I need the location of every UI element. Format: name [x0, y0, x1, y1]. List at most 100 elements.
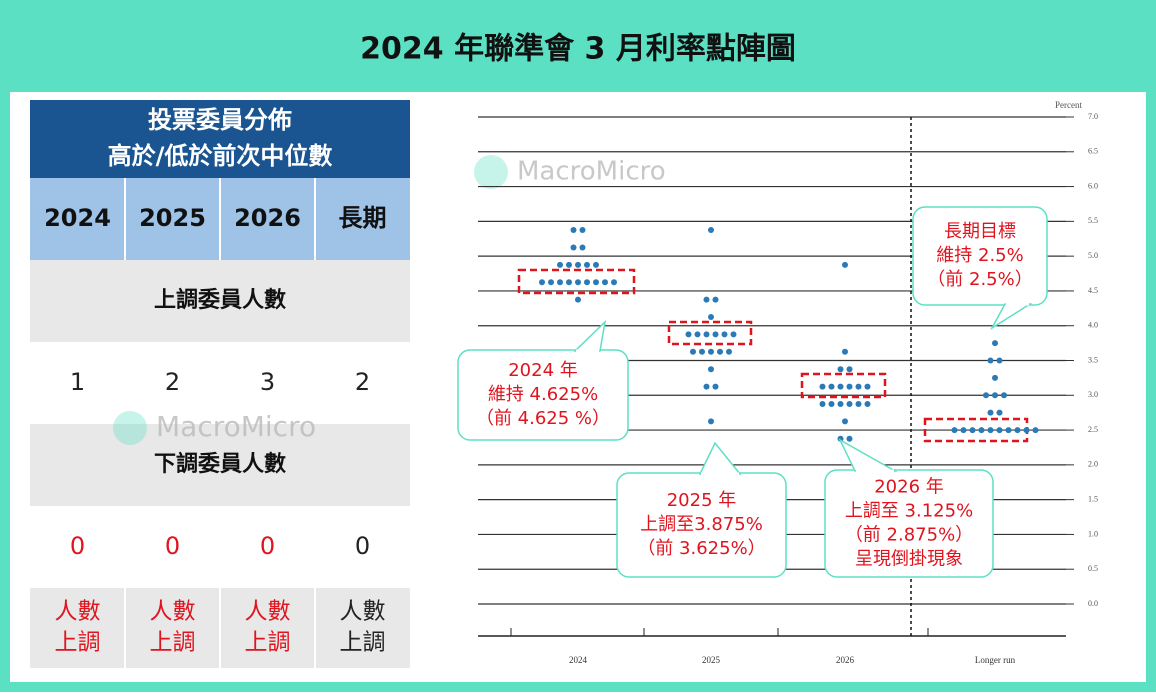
dot: [712, 331, 719, 338]
y-tick-label: 4.5: [1088, 286, 1098, 295]
dot: [855, 400, 862, 407]
callout-text: （前 2.875%）: [845, 525, 973, 546]
watermark: MacroMicro: [517, 157, 666, 187]
dot: [593, 279, 599, 286]
y-tick-label: 0.0: [1088, 599, 1098, 608]
column-header: 長期: [339, 204, 387, 232]
dot: [712, 296, 719, 303]
dot: [721, 331, 728, 338]
watermark-icon: [474, 155, 508, 189]
dot: [708, 227, 714, 234]
footer-cell: 人數: [55, 599, 101, 625]
dot: [828, 400, 835, 407]
x-tick-label: 2025: [702, 655, 721, 665]
down-count: 0: [355, 532, 370, 560]
dot: [602, 279, 608, 286]
dot: [708, 314, 714, 321]
callout-text: （前 3.625%）: [637, 538, 765, 559]
dot: [539, 279, 545, 286]
dot: [837, 400, 844, 407]
dot: [987, 357, 994, 364]
y-tick-label: 4.0: [1088, 321, 1098, 330]
dot: [864, 400, 871, 407]
callout-text: 維持 4.625%: [488, 384, 598, 405]
dot: [570, 227, 577, 234]
y-tick-label: 3.5: [1088, 355, 1098, 364]
dot: [855, 383, 862, 390]
section-label: 上調委員人數: [154, 287, 286, 313]
y-tick-label: 3.0: [1088, 390, 1098, 399]
callout-text: 呈現倒掛現象: [855, 549, 963, 570]
dot: [726, 348, 732, 355]
y-axis-label: Percent: [1055, 100, 1082, 110]
dot: [708, 418, 714, 425]
dot: [828, 383, 835, 390]
dot: [1001, 392, 1007, 399]
dot: [703, 296, 710, 303]
up-count: 1: [70, 368, 85, 396]
dot: [584, 279, 590, 286]
dot: [712, 383, 719, 390]
dot: [708, 348, 714, 355]
dot: [557, 279, 563, 286]
footer-cell: 人數: [150, 599, 196, 625]
dot: [703, 331, 710, 338]
page-title: 2024 年聯準會 3 月利率點陣圖: [360, 32, 796, 67]
dot: [987, 409, 994, 416]
footer-cell: 人數: [245, 599, 291, 625]
dot: [960, 427, 967, 434]
dot: [584, 261, 590, 268]
table-title: 投票委員分佈: [148, 106, 292, 134]
dot: [983, 392, 989, 399]
callout-text: （前 4.625 %）: [476, 408, 610, 429]
callout-text: （前 2.5%）: [927, 269, 1032, 290]
dot: [566, 279, 572, 286]
table-row-bg: [30, 260, 410, 342]
x-tick-label: Longer run: [975, 655, 1016, 665]
dot: [951, 427, 958, 434]
column-header: 2024: [44, 204, 111, 232]
dot: [593, 261, 599, 268]
dot: [548, 279, 554, 286]
callout-text: 2026 年: [874, 477, 944, 498]
dot: [685, 331, 692, 338]
dot: [846, 383, 853, 390]
watermark-icon: [113, 411, 147, 445]
callout-text: 2024 年: [508, 360, 578, 381]
dot: [694, 331, 701, 338]
callout-box: [457, 349, 629, 441]
y-tick-label: 6.5: [1088, 147, 1098, 156]
dot: [846, 435, 853, 442]
dot: [708, 366, 714, 373]
callout-text: 上調至 3.125%: [845, 501, 973, 522]
column-header: 2026: [234, 204, 301, 232]
footer-cell: 人數: [340, 599, 386, 625]
down-count: 0: [260, 532, 275, 560]
table-row-bg: [30, 424, 410, 506]
dot: [846, 366, 853, 373]
dot: [1032, 427, 1039, 434]
y-tick-label: 2.0: [1088, 460, 1098, 469]
dot: [842, 418, 848, 425]
up-count: 2: [165, 368, 180, 396]
y-tick-label: 5.5: [1088, 216, 1098, 225]
down-count: 0: [165, 532, 180, 560]
median-box: [517, 268, 636, 295]
dot: [566, 261, 572, 268]
dot: [1014, 427, 1021, 434]
dot: [992, 340, 998, 347]
dot: [690, 348, 696, 355]
x-tick-label: 2026: [836, 655, 855, 665]
dot: [996, 357, 1003, 364]
dot: [557, 261, 563, 268]
dot: [837, 383, 844, 390]
y-tick-label: 1.0: [1088, 529, 1098, 538]
dot: [864, 383, 871, 390]
dot: [819, 400, 826, 407]
table-header-bg: [30, 100, 410, 178]
dot: [819, 383, 826, 390]
dot: [1005, 427, 1012, 434]
y-tick-label: 5.0: [1088, 251, 1098, 260]
callout-text: 維持 2.5%: [936, 245, 1023, 266]
